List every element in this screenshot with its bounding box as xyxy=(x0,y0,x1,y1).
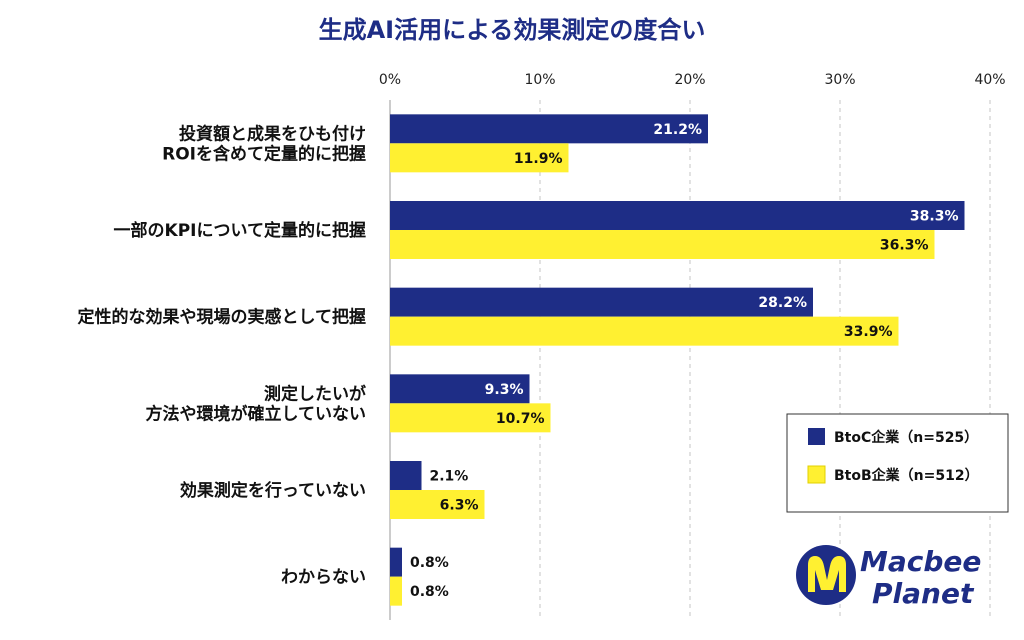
legend-label: BtoC企業（n=525） xyxy=(834,429,978,446)
category-label: 投資額と成果をひも付け xyxy=(179,123,366,144)
bar-value-label: 11.9% xyxy=(514,151,563,167)
legend-swatch xyxy=(807,465,826,484)
bar xyxy=(390,316,899,346)
bar-value-label: 28.2% xyxy=(758,295,807,311)
grid xyxy=(389,100,991,620)
bar xyxy=(390,403,551,433)
category-label: 測定したいが xyxy=(264,383,366,404)
bar xyxy=(390,287,813,317)
bar xyxy=(390,230,935,259)
bar xyxy=(390,143,569,173)
tick-label: 30% xyxy=(824,72,855,88)
category-label: 効果測定を行っていない xyxy=(180,480,366,501)
category-label: ROIを含めて定量的に把握 xyxy=(162,143,366,164)
bar xyxy=(390,201,965,230)
bar-value-label: 2.1% xyxy=(430,469,469,485)
category-label: 定性的な効果や現場の実感として把握 xyxy=(78,307,367,328)
bar xyxy=(390,547,402,577)
category-label: わからない xyxy=(281,568,366,588)
bar xyxy=(390,576,402,606)
bars: 21.2% 11.9% 38.3% 36.3% 28.2% 33.9% 9.3% 10.7% 2… xyxy=(390,114,965,606)
bar-value-label: 6.3% xyxy=(440,498,479,514)
category-label: 一部のKPIについて定量的に把握 xyxy=(114,220,366,241)
logo-line2: Planet xyxy=(872,577,975,610)
bar-value-label: 36.3% xyxy=(880,238,929,254)
bar xyxy=(390,374,530,404)
chart-title: 生成AI活用による効果測定の度合い xyxy=(319,16,706,44)
bar xyxy=(390,490,485,519)
legend-label: BtoB企業（n=512） xyxy=(834,467,979,484)
bar-value-label: 38.3% xyxy=(910,209,959,225)
bar-value-label: 0.8% xyxy=(410,584,449,600)
bar-value-label: 21.2% xyxy=(653,122,702,138)
bar xyxy=(390,114,708,144)
bar-value-label: 33.9% xyxy=(844,324,893,340)
bar-value-label: 9.3% xyxy=(485,382,524,398)
tick-label: 20% xyxy=(674,72,705,88)
category-label: 方法や環境が確立していない xyxy=(146,403,367,424)
legend: BtoC企業（n=525） BtoB企業（n=512） xyxy=(786,413,1009,513)
category-labels: 投資額と成果をひも付けROIを含めて定量的に把握一部のKPIについて定量的に把握… xyxy=(78,123,367,587)
logo-line1: Macbee xyxy=(860,545,981,578)
tick-label: 10% xyxy=(524,72,555,88)
logo-circle xyxy=(796,545,856,605)
bar xyxy=(390,461,422,490)
legend-swatch xyxy=(808,428,825,445)
logo-mark xyxy=(808,556,846,592)
tick-label: 40% xyxy=(974,72,1005,88)
bar-value-label: 0.8% xyxy=(410,555,449,571)
x-axis-ticks: 0% 10% 20% 30% 40% xyxy=(379,72,1006,88)
tick-label: 0% xyxy=(379,72,401,88)
bar-value-label: 10.7% xyxy=(496,411,545,427)
